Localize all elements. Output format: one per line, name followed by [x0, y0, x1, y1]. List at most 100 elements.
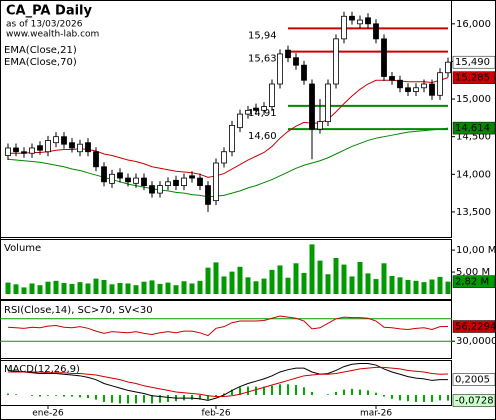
candle-body — [157, 185, 163, 194]
histogram-bar — [215, 395, 217, 397]
histogram-bar — [95, 395, 97, 400]
histogram-bar — [295, 385, 297, 396]
candle-body — [421, 83, 427, 89]
candle-body — [5, 147, 11, 156]
volume-bar — [165, 282, 171, 294]
y-tick-label: 13,500 — [456, 207, 491, 218]
histogram-bar — [335, 391, 337, 396]
candle-body — [413, 87, 419, 92]
volume-bar — [397, 277, 403, 294]
volume-bar — [149, 280, 155, 294]
volume-bar — [357, 261, 363, 294]
chart-title: CA_PA Daily — [6, 4, 92, 19]
candle-body — [181, 177, 187, 186]
y-tick-label: 10,00 M — [456, 245, 496, 256]
volume-bar — [29, 283, 35, 294]
candle-body — [29, 147, 35, 154]
candle-body — [13, 147, 19, 153]
histogram-bar — [119, 395, 121, 404]
candle-body — [149, 185, 155, 194]
histogram-bar — [407, 395, 409, 402]
value-box — [452, 373, 496, 386]
volume-bar — [389, 276, 395, 294]
histogram-bar — [327, 394, 329, 396]
volume-bar — [405, 279, 411, 294]
candle-body — [373, 23, 379, 40]
candle-body — [93, 151, 99, 168]
candle-body — [341, 15, 347, 40]
candle-body — [277, 53, 283, 85]
volume-bar — [253, 281, 259, 294]
volume-bar — [309, 244, 315, 294]
volume-bar — [117, 283, 123, 294]
histogram-bar — [287, 384, 289, 396]
x-tick-label: ene-26 — [32, 409, 64, 419]
volume-bar — [101, 279, 107, 294]
histogram-bar — [423, 395, 425, 402]
volume-bar — [301, 272, 307, 294]
series-line — [8, 366, 449, 398]
histogram-bar — [359, 389, 361, 396]
volume-bar — [277, 265, 283, 294]
candle-body — [197, 177, 203, 186]
histogram-bar — [447, 395, 449, 401]
legend-entry: EMA(Close,70) — [4, 57, 77, 68]
y-tick-label: 14,500 — [456, 132, 491, 143]
volume-bar — [349, 276, 355, 294]
candle-body — [445, 61, 451, 74]
candle-body — [141, 177, 147, 186]
candle-body — [69, 142, 75, 149]
volume-bar — [133, 285, 139, 294]
volume-bar — [77, 282, 83, 294]
histogram-bar — [47, 395, 49, 396]
histogram-bar — [55, 395, 57, 396]
histogram-bar — [7, 393, 9, 396]
volume-bar — [325, 274, 331, 294]
volume-bar — [413, 280, 419, 294]
legend-entry: EMA(Close,21) — [4, 45, 77, 56]
candle-body — [237, 113, 243, 129]
histogram-bar — [375, 392, 377, 396]
candle-body — [357, 19, 363, 25]
candle-body — [429, 83, 435, 96]
histogram-bar — [111, 395, 113, 403]
volume-bar — [21, 287, 27, 294]
candle-body — [245, 109, 251, 115]
candle-body — [61, 136, 67, 145]
histogram-bar — [343, 389, 345, 396]
volume-bar — [317, 260, 323, 294]
candle-body — [173, 179, 179, 186]
value-label: 2,82 M — [455, 277, 489, 288]
candle-body — [389, 76, 395, 81]
volume-bar — [13, 284, 19, 294]
histogram-bar — [159, 395, 161, 403]
candle-body — [309, 83, 315, 130]
candle-body — [117, 172, 123, 179]
candle-body — [189, 175, 195, 179]
histogram-bar — [431, 395, 433, 402]
volume-bar — [141, 281, 147, 294]
candle-body — [45, 140, 51, 153]
panel-title: RSI(Close,14), SC>70, SV<30 — [4, 305, 153, 316]
volume-bar — [189, 283, 195, 294]
histogram-bar — [255, 386, 257, 396]
histogram-bar — [71, 395, 73, 397]
value-label: 15,490 — [455, 57, 490, 68]
series-line — [7, 363, 449, 401]
candle-body — [285, 49, 291, 59]
histogram-bar — [399, 395, 401, 401]
candle-body — [133, 177, 139, 184]
histogram-bar — [39, 395, 41, 397]
candle-body — [317, 121, 323, 130]
histogram-bar — [167, 395, 169, 402]
candle-body — [253, 107, 259, 111]
histogram-bar — [263, 386, 265, 396]
panel-title: Volume — [4, 243, 41, 254]
volume-bar — [53, 280, 59, 294]
y-tick-label: 14,000 — [456, 169, 491, 180]
histogram-bar — [223, 393, 225, 396]
volume-bar — [109, 284, 115, 294]
candle-body — [261, 106, 267, 111]
volume-bar — [365, 273, 371, 294]
value-box — [452, 121, 496, 135]
